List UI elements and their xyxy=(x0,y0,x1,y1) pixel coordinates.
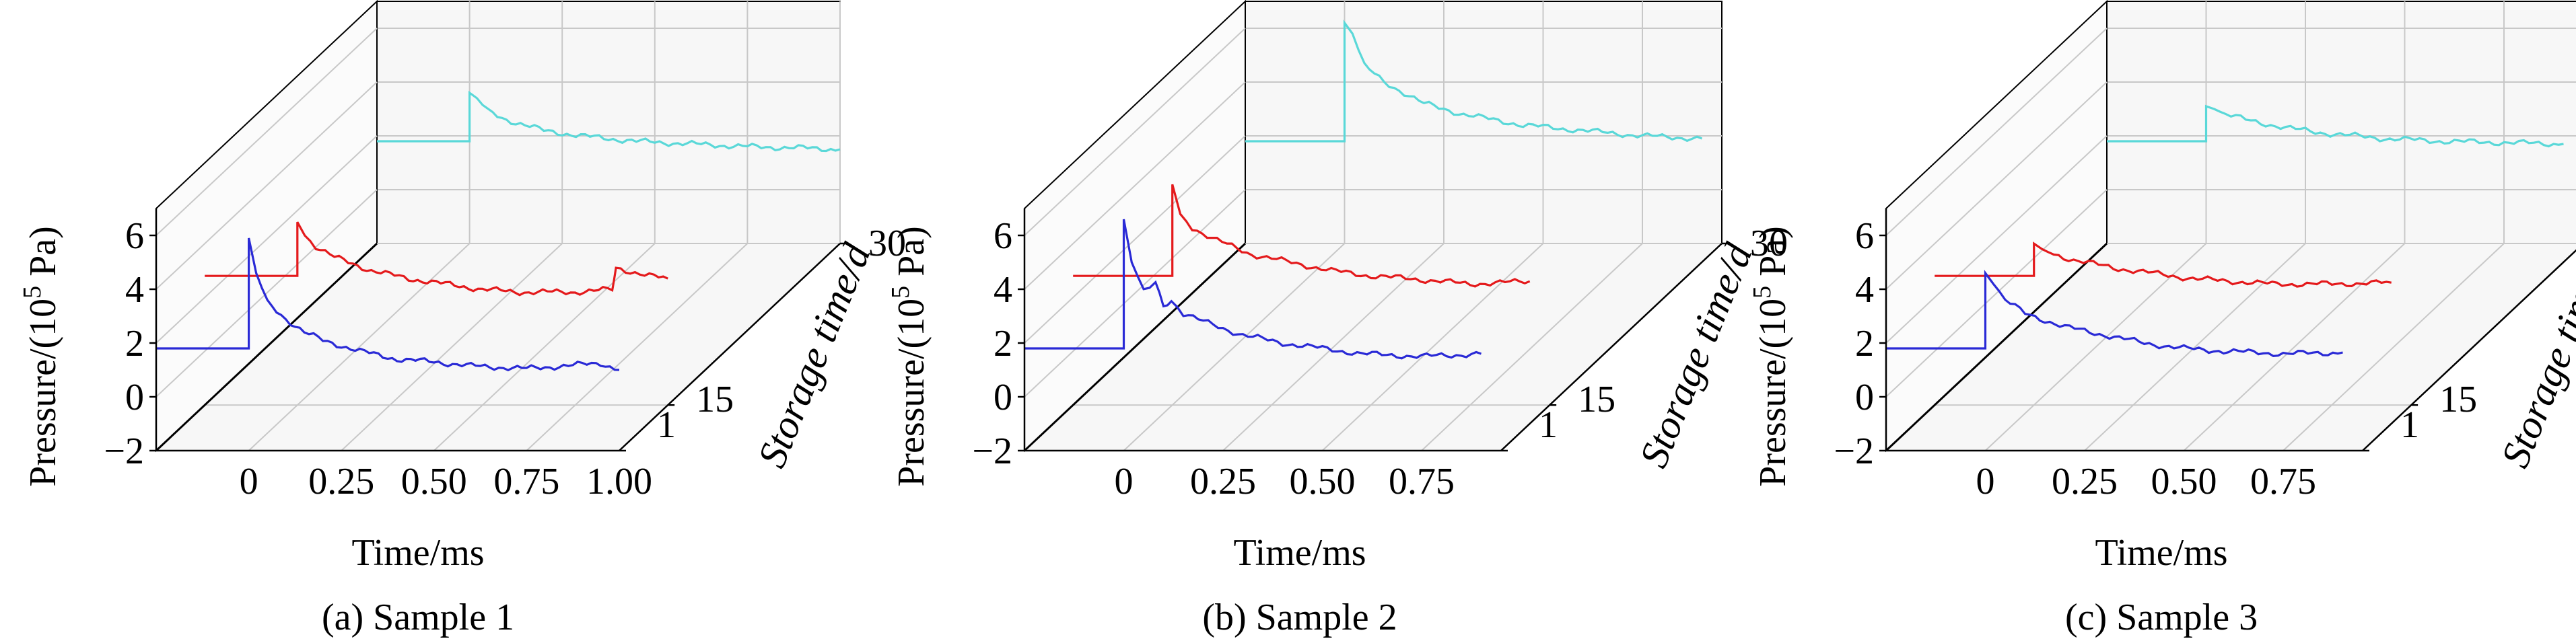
x-axis: 0 0.25 0.50 0.75 1.00 xyxy=(156,243,841,502)
panel-caption: (a) Sample 1 xyxy=(322,597,514,638)
series-line-15d xyxy=(1935,241,2392,288)
y-tick-label: 2 xyxy=(1855,323,1874,365)
x-tick-label: 0.25 xyxy=(1190,461,1256,502)
y-axis-title: Pressure/(105 Pa) xyxy=(1748,226,1794,487)
z-axis: 1 15 30 xyxy=(1501,223,1788,452)
y-axis: −2 0 2 4 6 xyxy=(104,209,158,472)
y-tick-label: 4 xyxy=(1855,269,1874,311)
y-axis: −2 0 2 4 6 xyxy=(1834,209,1887,472)
y-tick-label: −2 xyxy=(972,430,1012,472)
x-tick-label: 0.25 xyxy=(308,461,374,502)
x-tick-label: 0.50 xyxy=(1290,461,1356,502)
series-line-15d xyxy=(205,221,668,297)
y-tick-label: 0 xyxy=(125,377,144,418)
floor-plane xyxy=(1884,242,2576,452)
chart-panel-2: −2 0 2 4 6 0 0.25 0.50 0.75 1 15 30 Pressure/(105 Pa… xyxy=(886,0,1788,638)
z-tick-label: 15 xyxy=(696,379,734,420)
chart-panel-1: −2 0 2 4 6 0 0.25 0.50 0.75 1.001 15 30 Pressure/(10… xyxy=(18,0,906,638)
x-axis: 0 0.25 0.50 0.75 xyxy=(1024,243,1722,502)
series-line-1d xyxy=(1024,219,1482,360)
y-tick-label: 6 xyxy=(1855,215,1874,257)
x-axis-title: Time/ms xyxy=(1233,532,1366,574)
y-tick-label: 0 xyxy=(994,377,1012,418)
back-wall xyxy=(2106,1,2576,244)
y-tick-label: 6 xyxy=(125,215,144,257)
x-tick-label: 0.50 xyxy=(401,461,467,502)
z-tick-label: 1 xyxy=(657,404,676,446)
y-tick-label: 2 xyxy=(125,323,144,365)
back-wall xyxy=(1245,1,1722,244)
x-tick-label: 0 xyxy=(240,461,258,502)
x-axis-title: Time/ms xyxy=(2095,532,2227,574)
y-axis-title: Pressure/(105 Pa) xyxy=(886,226,932,487)
floor-plane xyxy=(1022,242,1724,452)
x-tick-label: 0.75 xyxy=(2250,461,2316,502)
y-tick-label: 4 xyxy=(994,269,1012,311)
x-tick-label: 0 xyxy=(1115,461,1134,502)
series-line-30d xyxy=(1245,20,1703,143)
x-tick-label: 0.25 xyxy=(2052,461,2118,502)
y-axis-title: Pressure/(105 Pa) xyxy=(18,226,64,487)
y-tick-label: 2 xyxy=(994,323,1012,365)
z-tick-label: 1 xyxy=(1539,404,1558,446)
panel-caption: (c) Sample 3 xyxy=(2065,597,2258,638)
panel-caption: (b) Sample 2 xyxy=(1202,597,1397,638)
x-axis-title: Time/ms xyxy=(351,532,484,574)
y-tick-label: 6 xyxy=(994,215,1012,257)
z-tick-label: 15 xyxy=(2439,379,2477,420)
y-tick-label: −2 xyxy=(104,430,144,472)
x-tick-label: 0 xyxy=(1976,461,1995,502)
z-tick-label: 1 xyxy=(2400,404,2419,446)
y-tick-label: −2 xyxy=(1834,430,1874,472)
y-tick-label: 4 xyxy=(125,269,144,311)
x-tick-label: 0.75 xyxy=(1389,461,1455,502)
x-tick-label: 1.00 xyxy=(586,461,652,502)
y-axis: −2 0 2 4 6 xyxy=(972,209,1026,472)
x-tick-label: 0.75 xyxy=(493,461,559,502)
series-line-1d xyxy=(156,237,620,372)
z-tick-label: 15 xyxy=(1578,379,1615,420)
series-line-1d xyxy=(1886,270,2343,358)
z-tick-label: 30 xyxy=(1750,223,1788,264)
x-axis: 0 0.25 0.50 0.75 xyxy=(1886,249,2576,502)
back-wall xyxy=(376,1,841,244)
z-axis: 1 15 30 xyxy=(619,223,906,452)
z-tick-label: 30 xyxy=(868,223,906,264)
series-line-15d xyxy=(1073,184,1531,288)
y-tick-label: 0 xyxy=(1855,377,1874,418)
series-line-30d xyxy=(2107,104,2564,148)
series-line-30d xyxy=(377,90,841,153)
x-tick-label: 0.50 xyxy=(2151,461,2217,502)
